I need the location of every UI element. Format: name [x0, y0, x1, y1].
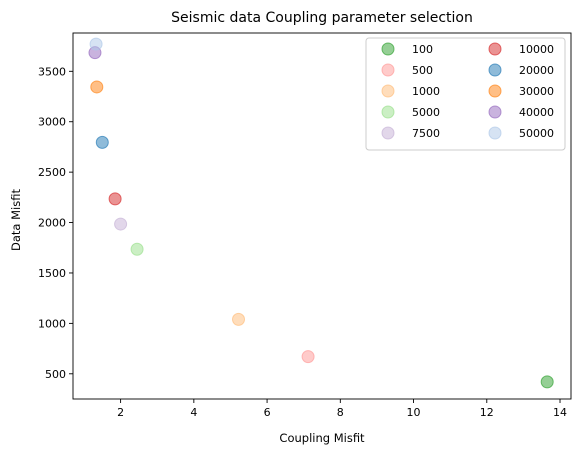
legend-label: 5000	[412, 106, 440, 119]
legend-label: 7500	[412, 127, 440, 140]
legend-label: 20000	[519, 64, 554, 77]
data-point-500	[301, 350, 315, 364]
legend-marker	[381, 105, 395, 119]
tick-layer: 2 4 6 8 10 12 14 500 1000 1500 2000 2500 3000 3500	[38, 65, 567, 419]
data-point-10000	[108, 192, 122, 206]
y-tick-label: 3500	[38, 65, 66, 78]
legend-label: 10000	[519, 43, 554, 56]
x-tick-label: 10	[407, 406, 421, 419]
legend-marker	[381, 84, 395, 98]
legend-marker	[488, 105, 502, 119]
y-tick-label: 3000	[38, 116, 66, 129]
x-tick-label: 2	[117, 406, 124, 419]
legend: 100 500 1000 5000 7500 10000 20000 30000 40000 50…	[365, 37, 566, 151]
legend-marker	[488, 126, 502, 140]
legend-label: 50000	[519, 127, 554, 140]
data-point-7500	[114, 217, 128, 231]
data-point-1000	[232, 312, 246, 326]
y-axis-label: Data Misfit	[9, 189, 23, 251]
data-point-50000	[89, 37, 103, 51]
y-tick-label: 500	[45, 368, 66, 381]
legend-label: 500	[412, 64, 433, 77]
data-point-30000	[90, 80, 104, 94]
legend-marker	[381, 126, 395, 140]
x-axis-label: Coupling Misfit	[279, 431, 365, 445]
legend-marker	[381, 42, 395, 56]
y-tick-label: 1000	[38, 317, 66, 330]
legend-marker	[488, 42, 502, 56]
legend-label: 1000	[412, 85, 440, 98]
point-layer	[88, 37, 554, 389]
x-tick-label: 14	[553, 406, 567, 419]
legend-marker	[488, 84, 502, 98]
x-tick-label: 6	[264, 406, 271, 419]
data-point-5000	[130, 242, 144, 256]
legend-label: 30000	[519, 85, 554, 98]
legend-label: 100	[412, 43, 433, 56]
legend-label: 40000	[519, 106, 554, 119]
x-tick-label: 8	[337, 406, 344, 419]
data-point-100	[540, 375, 554, 389]
chart-title: Seismic data Coupling parameter selectio…	[171, 10, 473, 26]
legend-marker	[381, 63, 395, 77]
plot-frame	[72, 32, 572, 400]
x-tick-label: 12	[480, 406, 494, 419]
legend-marker	[488, 63, 502, 77]
data-point-20000	[95, 135, 109, 149]
legend-box	[365, 37, 566, 151]
y-tick-label: 2000	[38, 217, 66, 230]
x-tick-label: 4	[190, 406, 197, 419]
y-tick-label: 1500	[38, 267, 66, 280]
y-tick-label: 2500	[38, 166, 66, 179]
